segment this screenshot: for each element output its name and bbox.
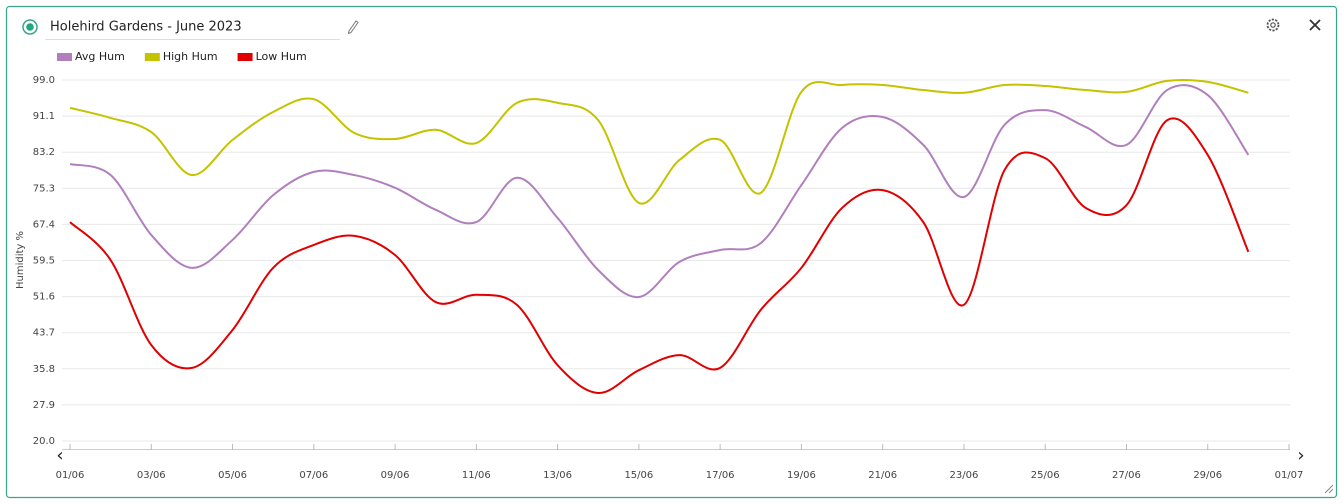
line-series [69,84,1250,299]
x-tick-label: 07/06 [299,470,328,481]
x-tick-label: 19/06 [787,470,816,481]
y-tick-label: 59.5 [33,256,55,267]
y-tick-label: 27.9 [33,400,55,411]
radio-icon[interactable] [22,19,38,35]
y-tick-label: 75.3 [33,183,55,194]
y-tick-label: 83.2 [33,147,55,158]
x-tick-label: 25/06 [1031,470,1060,481]
legend-swatch [237,53,253,61]
prev-arrow[interactable]: ‹ [56,445,63,466]
legend-swatch [57,53,72,61]
x-tick-label: 01/07 [1275,470,1304,481]
y-tick-label: 51.6 [33,292,55,303]
legend-label: High Hum [163,50,218,63]
gear [1266,18,1280,32]
y-tick-label: 43.7 [33,328,55,339]
x-tick-label: 05/06 [218,470,247,481]
legend-swatch [144,53,160,61]
line-series [69,117,1250,395]
resize-handle[interactable] [1324,484,1334,494]
x-tick-label: 27/06 [1112,470,1141,481]
x-tick-label: 11/06 [462,470,491,481]
x-tick-label: 21/06 [868,470,897,481]
next-arrow[interactable]: › [1297,445,1304,466]
x-tick-label: 29/06 [1193,470,1222,481]
y-tick-label: 67.4 [33,219,55,230]
x-tick-label: 01/06 [56,470,85,481]
y-tick-label: 35.8 [33,364,55,375]
x-tick-label: 15/06 [624,470,653,481]
edit-icon[interactable] [347,20,359,35]
legend-label: Low Hum [256,50,307,63]
widget-border [5,5,1338,499]
x-tick-label: 03/06 [137,470,166,481]
widget-title[interactable]: Holehird Gardens - June 2023 [50,20,242,35]
y-tick-label: 20.0 [33,436,55,447]
line-series [69,78,1249,205]
x-tick-label: 13/06 [543,470,572,481]
close-icon[interactable] [1309,19,1321,31]
y-tick-label: 99.0 [33,75,55,86]
gear-hub [1270,22,1276,28]
radio-dot [26,23,34,31]
y-tick-label: 91.1 [33,111,55,122]
x-tick-label: 23/06 [950,470,979,481]
legend-label: Avg Hum [75,50,125,63]
x-tick-label: 17/06 [706,470,735,481]
settings-icon[interactable] [1266,18,1280,32]
x-tick-label: 09/06 [381,470,410,481]
y-axis-label: Humidity % [15,231,26,289]
